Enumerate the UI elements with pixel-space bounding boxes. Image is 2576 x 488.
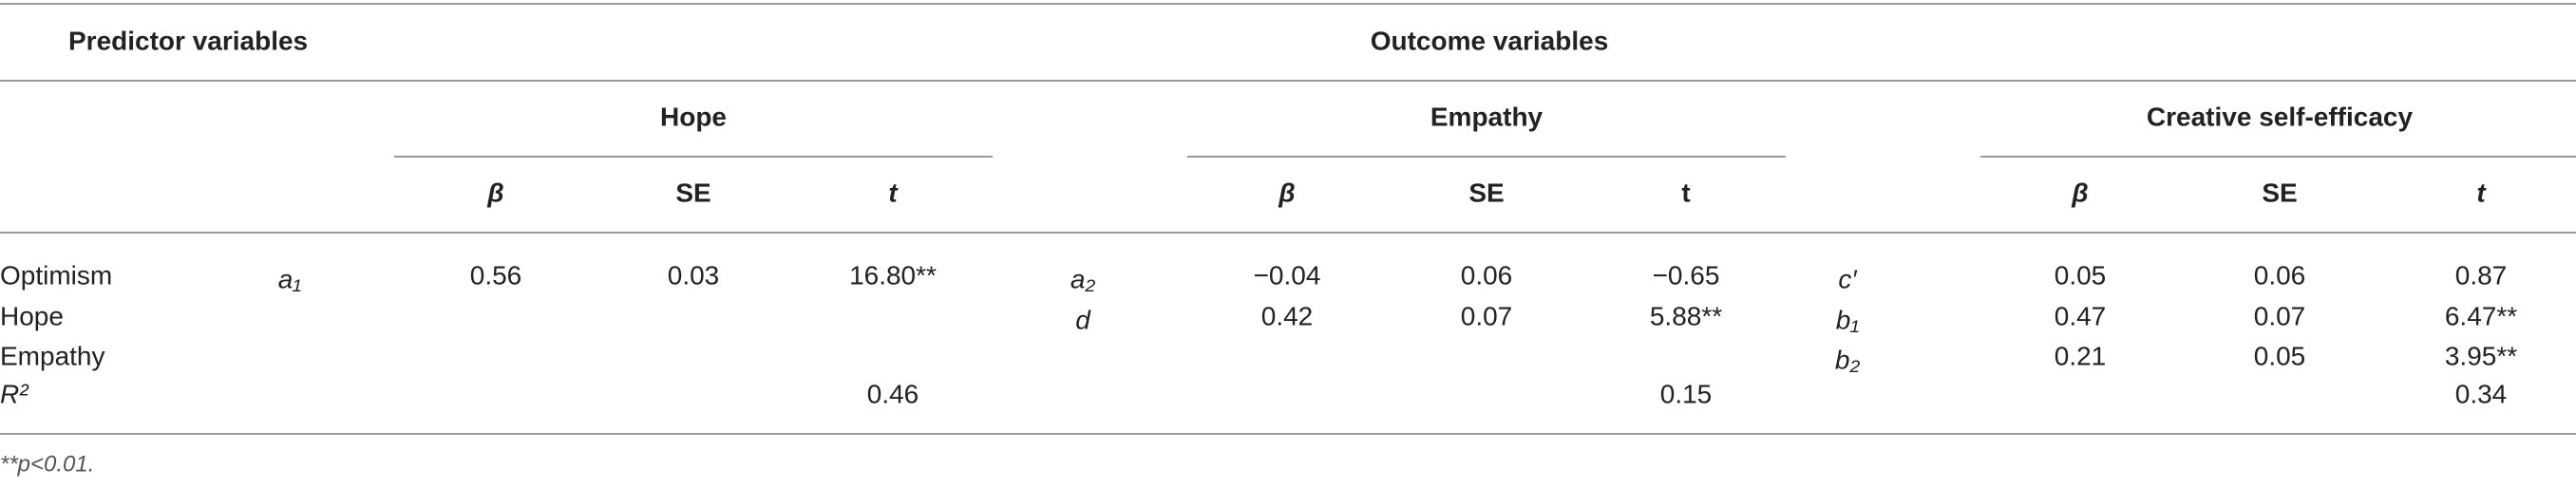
column-header: SE <box>1468 178 1504 207</box>
path-label: b₁ <box>1836 305 1860 334</box>
column-header: t <box>1681 178 1690 207</box>
row-label: Hope <box>0 301 64 330</box>
column-header: β <box>486 178 503 207</box>
cell: 0.15 <box>1660 379 1713 408</box>
group-header: Hope <box>660 102 727 131</box>
column-header: β <box>2071 178 2088 207</box>
cell: 0.47 <box>2055 301 2107 330</box>
cell: 16.80** <box>849 260 937 290</box>
column-header: SE <box>2262 178 2297 207</box>
header-cell: Outcome variables <box>1371 26 1609 55</box>
group-header: Empathy <box>1430 102 1544 131</box>
row-label: Empathy <box>0 341 105 370</box>
cell: 6.47** <box>2445 301 2517 330</box>
cell: 0.06 <box>2254 260 2306 290</box>
row-label: Optimism <box>0 260 112 290</box>
cell: 0.42 <box>1261 301 1314 330</box>
cell: 0.34 <box>2455 379 2508 408</box>
column-header: β <box>1278 178 1295 207</box>
cell: 0.07 <box>2254 301 2306 330</box>
column-header: SE <box>675 178 710 207</box>
cell: 0.46 <box>867 379 919 408</box>
cell: −0.04 <box>1254 260 1321 290</box>
cell: 0.21 <box>2055 341 2107 370</box>
cell: 0.07 <box>1461 301 1513 330</box>
cell: 0.05 <box>2254 341 2306 370</box>
cell: 0.03 <box>668 260 720 290</box>
path-label: a₁ <box>278 264 302 293</box>
group-header: Creative self-efficacy <box>2147 102 2414 131</box>
path-label: b₂ <box>1835 345 1861 374</box>
path-label: c′ <box>1838 264 1858 293</box>
header-cell: Predictor variables <box>68 26 308 55</box>
cell: 0.05 <box>2055 260 2107 290</box>
footnote: **p<0.01. <box>0 451 94 477</box>
cell: 5.88** <box>1650 301 1722 330</box>
cell: 0.87 <box>2455 260 2508 290</box>
cell: 3.95** <box>2445 341 2517 370</box>
cell: 0.06 <box>1461 260 1513 290</box>
column-header: t <box>888 178 899 207</box>
path-label: a₂ <box>1070 264 1096 293</box>
cell: −0.65 <box>1653 260 1720 290</box>
column-header: t <box>2476 178 2487 207</box>
cell: 0.56 <box>470 260 522 290</box>
row-label: R² <box>0 379 29 408</box>
path-label: d <box>1075 305 1091 334</box>
